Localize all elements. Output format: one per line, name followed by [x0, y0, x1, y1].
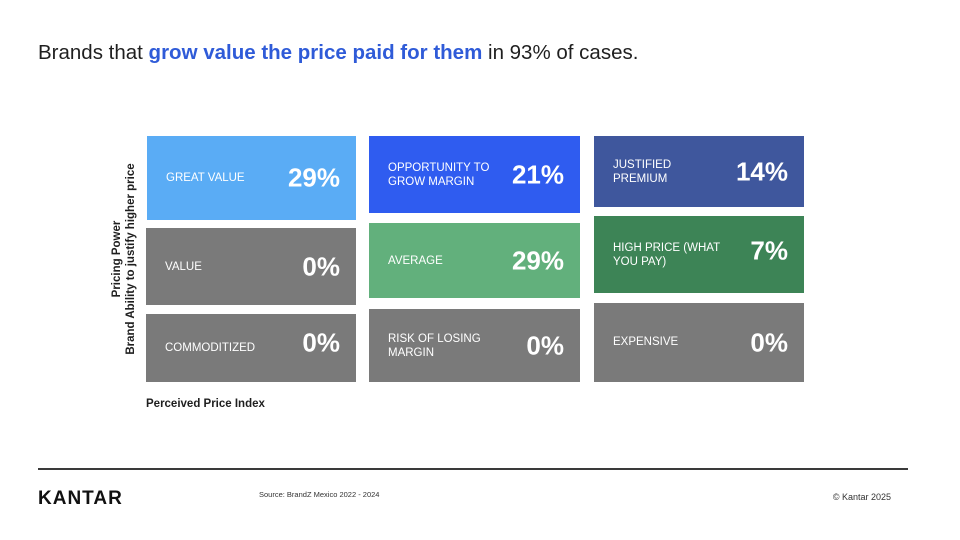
- headline-suffix: in 93% of cases.: [482, 41, 639, 64]
- cell-label: HIGH PRICE (WHAT YOU PAY): [613, 241, 720, 268]
- headline-highlight: grow value the price paid for them: [148, 41, 483, 64]
- cell-value: VALUE 0%: [146, 228, 356, 305]
- cell-label: OPPORTUNITY TO GROW MARGIN: [388, 161, 490, 188]
- cell-high-price: HIGH PRICE (WHAT YOU PAY) 7%: [594, 216, 804, 293]
- cell-percentage: 0%: [302, 327, 340, 358]
- cell-average: AVERAGE 29%: [369, 223, 580, 298]
- cell-percentage: 29%: [287, 162, 340, 193]
- page-headline: Brands that grow value the price paid fo…: [38, 41, 638, 65]
- cell-label: GREAT VALUE: [166, 172, 245, 184]
- y-axis-subtitle: Brand Ability to justify higher price: [125, 163, 137, 355]
- cell-percentage: 0%: [526, 330, 564, 360]
- headline-prefix: Brands that: [38, 41, 149, 64]
- footer-divider: [38, 468, 908, 470]
- cell-percentage: 21%: [511, 159, 564, 189]
- source-note: Source: BrandZ Mexico 2022 - 2024: [259, 490, 380, 499]
- cell-commoditized: COMMODITIZED 0%: [146, 314, 356, 382]
- cell-great-value: GREAT VALUE 29%: [147, 136, 356, 220]
- cell-justified-premium: JUSTIFIED PREMIUM 14%: [594, 136, 804, 207]
- cell-percentage: 0%: [302, 251, 340, 281]
- cell-expensive: EXPENSIVE 0%: [594, 303, 804, 382]
- cell-label: JUSTIFIED PREMIUM: [613, 158, 672, 185]
- cell-label: VALUE: [165, 260, 202, 273]
- cell-opportunity-to-grow-margin: OPPORTUNITY TO GROW MARGIN 21%: [369, 136, 580, 213]
- cell-percentage: 0%: [750, 327, 788, 357]
- cell-label: RISK OF LOSING MARGIN: [388, 332, 481, 359]
- x-axis-label: Perceived Price Index: [146, 398, 265, 410]
- cell-label: AVERAGE: [388, 254, 443, 267]
- cell-percentage: 29%: [511, 245, 564, 275]
- cell-risk-of-losing-margin: RISK OF LOSING MARGIN 0%: [369, 309, 580, 382]
- cell-label: COMMODITIZED: [165, 342, 256, 354]
- cell-percentage: 14%: [735, 156, 788, 186]
- cell-label: EXPENSIVE: [613, 335, 679, 348]
- y-axis-title: Pricing Power: [111, 220, 123, 298]
- kantar-logo: KANTAR: [38, 488, 123, 509]
- cell-percentage: 7%: [750, 235, 788, 266]
- copyright-note: © Kantar 2025: [832, 492, 891, 502]
